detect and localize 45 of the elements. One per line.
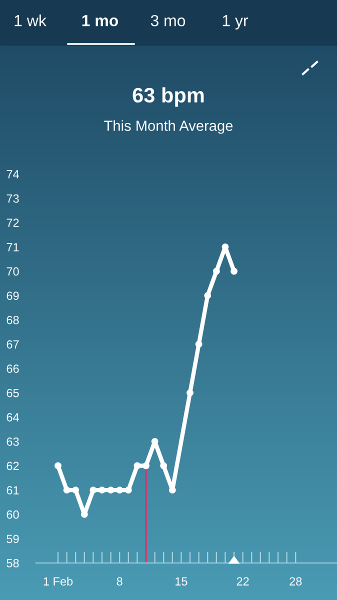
y-tick-label: 60	[6, 510, 19, 519]
point	[90, 486, 97, 494]
chart-subtitle: This Month Average	[104, 120, 233, 134]
y-tick-label: 74	[6, 170, 19, 178]
point	[168, 486, 176, 494]
y-tick-label: 63	[6, 437, 19, 446]
point	[134, 462, 141, 470]
point	[72, 486, 80, 494]
y-tick-label: 66	[6, 364, 19, 373]
x-tick-label: 15	[176, 577, 188, 586]
point	[160, 462, 168, 470]
y-tick-label: 58	[6, 559, 19, 568]
y-tick-label: 69	[6, 292, 19, 300]
text: 1 wk	[14, 14, 46, 26]
x-tick-label: 28	[290, 577, 302, 586]
point	[230, 268, 238, 275]
y-tick-label: 59	[6, 534, 19, 544]
point	[186, 389, 194, 396]
y-tick-label: 73	[6, 194, 19, 203]
point	[107, 486, 114, 494]
point	[204, 292, 212, 300]
point	[124, 486, 132, 494]
text: 3 mo	[150, 14, 186, 26]
x-tick-label: 22	[236, 577, 249, 586]
chart-title: 63 bpm	[132, 87, 204, 107]
y-tick-label: 72	[6, 218, 19, 227]
x-tick-label: 1 Feb	[44, 576, 73, 586]
text: 1 yr	[222, 15, 248, 30]
y-tick-label: 61	[6, 486, 19, 494]
y-tick-label: 68	[6, 316, 19, 324]
y-tick-label: 70	[6, 267, 19, 276]
text: 1 mo	[82, 15, 118, 26]
y-tick-label: 71	[6, 243, 19, 252]
point	[54, 462, 62, 470]
point	[142, 462, 150, 470]
point	[116, 486, 124, 494]
point	[63, 486, 70, 494]
y-tick-label: 65	[6, 388, 19, 398]
point	[195, 340, 202, 348]
point	[212, 268, 220, 275]
x-tick-label: 8	[116, 577, 122, 586]
y-tick-label: 64	[6, 413, 19, 422]
y-tick-label: 62	[6, 462, 19, 470]
point	[98, 486, 106, 494]
y-tick-label: 67	[6, 340, 19, 349]
